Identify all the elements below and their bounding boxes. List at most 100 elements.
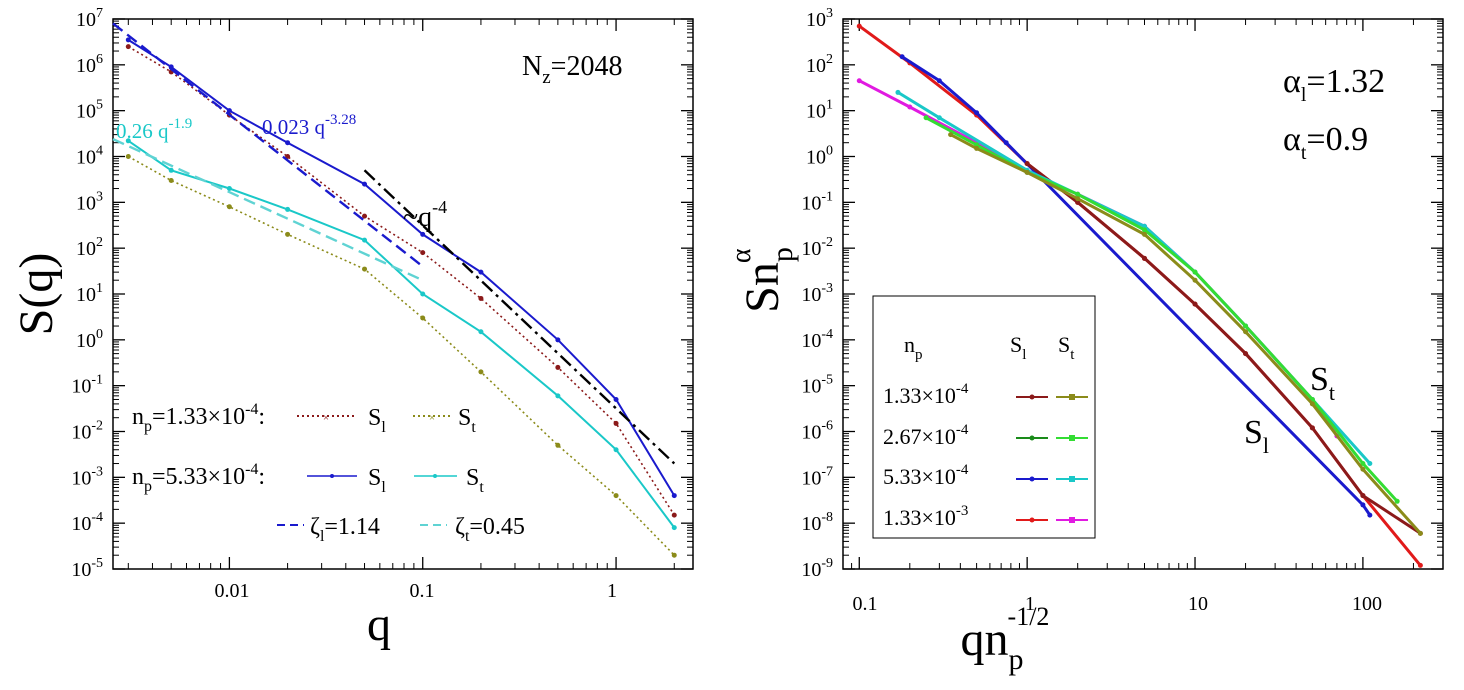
series-point xyxy=(856,23,862,29)
legend-row-base: 2.67×10 xyxy=(883,424,956,449)
fit-l-sup: -3.28 xyxy=(325,112,356,128)
legend-row3-zt-main: ζ xyxy=(455,514,465,540)
series-point xyxy=(1003,140,1009,146)
series-point xyxy=(1367,461,1373,467)
legend-row1-np-sub: p xyxy=(144,418,152,435)
series-line xyxy=(127,155,675,556)
fit-t-sup: -1.9 xyxy=(169,116,193,132)
q4-sup: -4 xyxy=(432,197,447,217)
legend-row-exp: -3 xyxy=(956,503,969,519)
legend-row-sl-marker xyxy=(1029,435,1035,441)
curve-label-sl-sub: l xyxy=(1263,433,1269,458)
legend-row2-st: St xyxy=(466,465,484,496)
series-line xyxy=(925,116,1399,503)
legend-row2-st-marker xyxy=(433,474,437,478)
series-point xyxy=(1075,191,1081,197)
series-point xyxy=(613,447,619,453)
y-tick-label: 102 xyxy=(806,52,833,77)
q4-main: ~q xyxy=(403,202,432,233)
series-point xyxy=(1360,466,1366,472)
y-tick-label: 107 xyxy=(76,6,103,31)
alpha-l-annotation: αl=1.32 xyxy=(1283,63,1385,106)
y-tick-label: 10-1 xyxy=(801,189,833,214)
series-point xyxy=(1309,425,1315,431)
legend-row-st-marker xyxy=(1069,517,1075,523)
legend-row1-colon: : xyxy=(258,404,265,430)
series-point xyxy=(168,177,174,183)
legend-head-st-sub: t xyxy=(1070,347,1075,363)
series-point xyxy=(478,295,484,301)
series-point xyxy=(1360,493,1366,499)
series-point xyxy=(974,110,980,116)
right-legend-box xyxy=(872,295,1096,539)
legend-row-st-marker xyxy=(1069,435,1075,441)
series-point xyxy=(1192,277,1198,283)
legend-row-label: 1.33×10-3 xyxy=(883,503,968,530)
legend-row1-sl: Sl xyxy=(368,405,386,436)
alpha-l-rest: =1.32 xyxy=(1306,63,1385,100)
y-tick-label: 10-2 xyxy=(71,419,103,444)
series-point xyxy=(1360,461,1366,467)
legend-row2-np-sub: p xyxy=(144,478,152,495)
series-point xyxy=(1309,401,1315,407)
series-point xyxy=(613,420,619,426)
right-panel: 10-910-810-710-610-510-410-310-210-11001… xyxy=(726,6,1444,676)
series-point xyxy=(362,266,368,272)
legend-head-sl-sub: l xyxy=(1022,347,1026,363)
curve-label-st-sub: t xyxy=(1329,380,1335,405)
alpha-t-sub: t xyxy=(1301,142,1307,164)
series-point xyxy=(125,138,131,144)
series-line xyxy=(112,138,424,282)
legend-row1-np-main: n xyxy=(132,404,144,430)
fit-l-main: 0.023 q xyxy=(262,115,326,139)
series-point xyxy=(671,525,677,531)
legend-row-st-marker xyxy=(1069,394,1075,400)
series-point xyxy=(362,181,368,187)
right-ticks xyxy=(842,18,1444,570)
legend-row-label: 2.67×10-4 xyxy=(883,422,969,449)
series-point xyxy=(613,493,619,499)
series-point xyxy=(420,250,426,256)
series-line xyxy=(1026,162,1422,535)
legend-row-exp: -4 xyxy=(956,462,969,478)
legend-row3-zl-main: ζ xyxy=(310,514,320,540)
series-point xyxy=(285,154,291,159)
alpha-l-main: α xyxy=(1283,63,1301,100)
y-tick-label: 10-1 xyxy=(71,373,103,398)
series-point xyxy=(125,44,131,50)
left-panel: 10-510-410-310-210-110010110210310410510… xyxy=(10,6,694,651)
left-y-tick-labels: 10-5 10-4 10-3 10-2 10-1 100 101 102 103 104 105 10… xyxy=(71,6,103,581)
left-x-axis-label: q xyxy=(367,598,391,651)
nz-main: N xyxy=(522,51,542,82)
y-tick-label: 10-7 xyxy=(801,464,833,489)
series-point xyxy=(125,154,131,159)
series-point xyxy=(899,54,905,60)
left-x-tick-label: 0.1 xyxy=(410,580,435,602)
series-point xyxy=(1360,502,1366,508)
legend-row: 2.67×10-4 xyxy=(883,422,1088,449)
series-point xyxy=(478,329,484,335)
series-point xyxy=(923,115,929,121)
series-point xyxy=(1075,196,1081,202)
series-point xyxy=(1075,199,1081,205)
series-line xyxy=(127,45,675,516)
legend-head-sl: Sl xyxy=(1010,332,1026,363)
series-point xyxy=(1417,562,1423,568)
series-point xyxy=(671,512,677,518)
series-point xyxy=(1141,255,1147,261)
right-xlabel-sup: -1/2 xyxy=(1008,602,1050,631)
legend-row3-zl-sub: l xyxy=(320,528,325,545)
right-x-tick-label: 0.1 xyxy=(853,593,878,615)
y-tick-label: 106 xyxy=(76,52,103,77)
legend-row2-np-exp: -4 xyxy=(245,461,258,478)
series-line xyxy=(949,133,1422,535)
series-point xyxy=(1243,351,1249,357)
legend-row1-st: St xyxy=(458,405,476,436)
series-point xyxy=(856,78,862,84)
series-point xyxy=(226,204,232,210)
right-x-axis-label: qnp -1/2 xyxy=(961,602,1050,676)
left-series xyxy=(112,22,677,558)
series-point xyxy=(1417,530,1423,536)
series-line xyxy=(127,39,676,497)
